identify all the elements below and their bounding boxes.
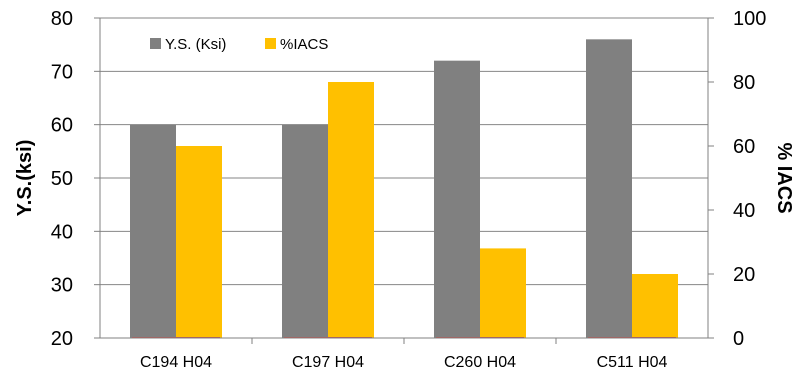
left-tick-label: 70 bbox=[51, 61, 73, 83]
bar-ys bbox=[282, 124, 328, 339]
right-tick-label: 40 bbox=[733, 200, 755, 222]
bar-iacs bbox=[632, 274, 678, 338]
left-tick-label: 80 bbox=[51, 8, 73, 30]
x-tick-label: C197 H04 bbox=[292, 354, 364, 371]
x-axis-ticks: C194 H04 C197 H04 C260 H04 C511 H04 bbox=[140, 338, 668, 371]
left-tick-label: 30 bbox=[51, 275, 73, 297]
right-tick-label: 80 bbox=[733, 72, 755, 94]
right-tick-label: 100 bbox=[733, 8, 766, 30]
left-tick-label: 60 bbox=[51, 115, 73, 137]
bar-ys bbox=[586, 39, 632, 338]
legend-label-ys: Y.S. (Ksi) bbox=[165, 36, 226, 53]
bar-iacs bbox=[176, 146, 222, 338]
left-tick-label: 20 bbox=[51, 328, 73, 350]
x-tick-label: C260 H04 bbox=[444, 354, 516, 371]
legend-swatch-iacs bbox=[265, 38, 276, 49]
x-tick-label: C194 H04 bbox=[140, 354, 212, 371]
x-tick-label: C511 H04 bbox=[597, 354, 668, 371]
legend-label-iacs: %IACS bbox=[280, 36, 328, 53]
right-tick-label: 20 bbox=[733, 264, 755, 286]
bar-iacs bbox=[480, 248, 526, 338]
bar-ys bbox=[130, 124, 176, 339]
left-tick-label: 40 bbox=[51, 221, 73, 243]
bar-ys bbox=[434, 60, 480, 339]
left-axis-title: Y.S.(ksi) bbox=[14, 140, 36, 217]
legend: Y.S. (Ksi) %IACS bbox=[150, 36, 328, 53]
left-tick-label: 50 bbox=[51, 168, 73, 190]
bar-iacs bbox=[328, 82, 374, 338]
right-axis-title: % IACS bbox=[773, 142, 795, 213]
right-axis-ticks: 0 20 40 60 80 100 bbox=[708, 8, 766, 350]
bars bbox=[130, 39, 678, 339]
left-axis-ticks: 20 30 40 50 60 70 80 bbox=[51, 8, 100, 350]
right-tick-label: 60 bbox=[733, 136, 755, 158]
legend-swatch-ys bbox=[150, 38, 161, 49]
right-tick-label: 0 bbox=[733, 328, 744, 350]
